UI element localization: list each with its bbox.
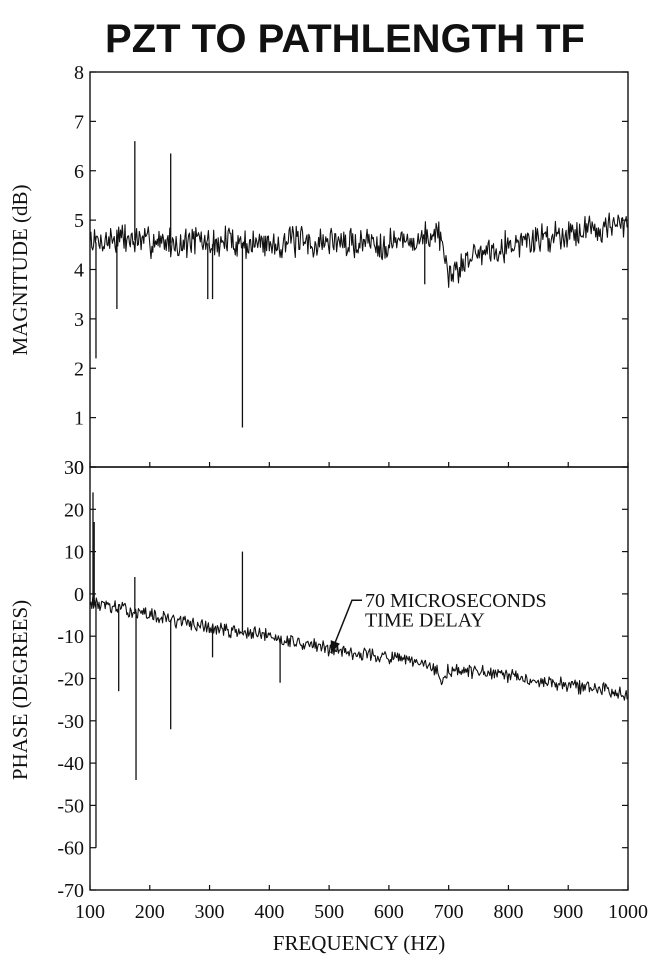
x-tick-label: 1000 bbox=[608, 901, 648, 923]
phase-ylabel: PHASE (DEGREES) bbox=[8, 600, 32, 780]
y-tick-label: 3 bbox=[74, 309, 84, 331]
y-tick-label: -10 bbox=[57, 626, 84, 648]
x-tick-label: 100 bbox=[75, 901, 105, 923]
phase-trace bbox=[89, 597, 629, 701]
y-tick-label: 8 bbox=[74, 62, 84, 84]
magnitude-spikes bbox=[95, 141, 426, 428]
annotation-arrow bbox=[330, 599, 362, 654]
frequency-xlabel: FREQUENCY (HZ) bbox=[273, 931, 445, 955]
chart-title: PZT TO PATHLENGTH TF bbox=[105, 17, 585, 61]
y-tick-label: 0 bbox=[74, 457, 84, 479]
x-tick-label: 900 bbox=[553, 901, 583, 923]
magnitude-ylabel: MAGNITUDE (dB) bbox=[8, 185, 32, 356]
y-tick-label: 6 bbox=[74, 161, 84, 183]
x-tick-label: 800 bbox=[493, 901, 523, 923]
magnitude-plot-frame bbox=[89, 71, 629, 468]
x-tick-label: 600 bbox=[374, 901, 404, 923]
y-tick-label: -30 bbox=[57, 711, 84, 733]
y-tick-label: -50 bbox=[57, 795, 84, 817]
y-tick-label: -40 bbox=[57, 753, 84, 775]
y-tick-label: -70 bbox=[57, 880, 84, 902]
x-tick-label: 400 bbox=[254, 901, 284, 923]
y-tick-label: 5 bbox=[74, 210, 84, 232]
magnitude-y-ticks: 0 1 2 3 4 5 6 7 8 bbox=[74, 62, 629, 479]
y-tick-label: -60 bbox=[57, 838, 84, 860]
annotation-arrow-head bbox=[330, 640, 340, 654]
x-tick-label: 200 bbox=[135, 901, 165, 923]
y-tick-label: 4 bbox=[74, 260, 84, 282]
y-tick-label: -20 bbox=[57, 669, 84, 691]
y-tick-label: 20 bbox=[64, 499, 84, 521]
y-tick-label: 7 bbox=[74, 111, 84, 133]
phase-x-ticks: 100 200 300 400 500 600 700 800 900 1000 bbox=[75, 901, 648, 923]
phase-spikes bbox=[92, 492, 281, 848]
x-tick-label: 500 bbox=[314, 901, 344, 923]
y-tick-label: 0 bbox=[74, 584, 84, 606]
phase-panel: -70 -60 -50 -40 -30 -20 -10 0 10 20 30 100 200 300 40… bbox=[8, 457, 648, 955]
y-tick-label: 10 bbox=[64, 542, 84, 564]
phase-y-ticks: -70 -60 -50 -40 -30 -20 -10 0 10 20 30 bbox=[57, 457, 629, 902]
y-tick-label: 2 bbox=[74, 358, 84, 380]
y-tick-label: 30 bbox=[64, 457, 84, 479]
magnitude-trace bbox=[89, 212, 629, 288]
annotation-text: 70 MICROSECONDS bbox=[365, 590, 547, 612]
x-tick-label: 700 bbox=[434, 901, 464, 923]
annotation-text: TIME DELAY bbox=[365, 609, 485, 631]
x-tick-label: 300 bbox=[195, 901, 225, 923]
y-tick-label: 1 bbox=[74, 408, 84, 430]
magnitude-panel: 0 1 2 3 4 5 6 7 8 MAGNITUDE (dB) bbox=[8, 62, 629, 479]
